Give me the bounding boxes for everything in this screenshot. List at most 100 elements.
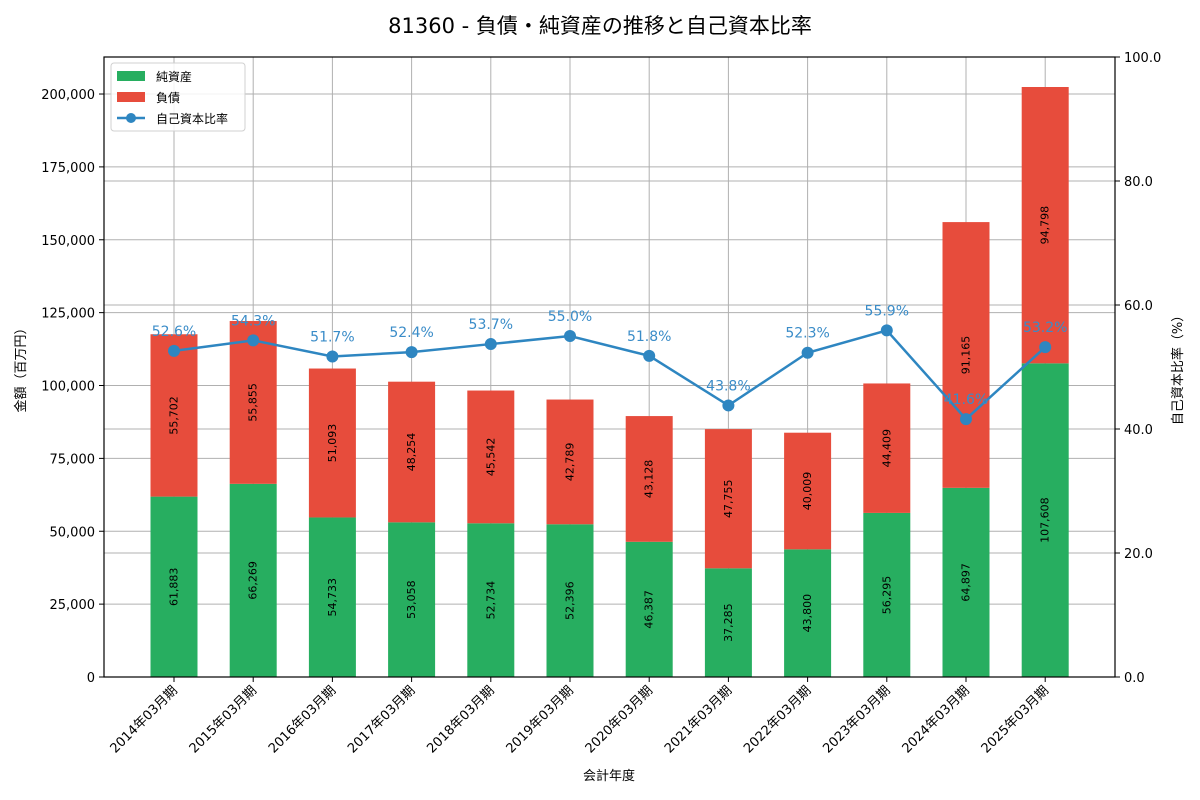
bar-series bbox=[150, 87, 1069, 677]
legend-label-liabilities: 負債 bbox=[156, 90, 180, 105]
ratio-label: 53.2% bbox=[1023, 320, 1067, 336]
legend-marker-ratio-icon bbox=[126, 113, 136, 123]
bar-net-assets bbox=[942, 487, 990, 677]
bar-liabilities bbox=[704, 429, 752, 569]
ratio-marker bbox=[643, 349, 656, 362]
ratio-marker bbox=[405, 346, 418, 359]
bar-net-assets bbox=[784, 549, 832, 677]
bar-liabilities bbox=[1021, 87, 1069, 364]
ratio-label: 55.9% bbox=[865, 303, 909, 319]
bar-value-labels: 61,883 55,702 66,269 55,855 54,733 51,093 53,0… bbox=[168, 206, 1052, 642]
bar-net-assets bbox=[863, 512, 911, 677]
bar-net-assets bbox=[546, 524, 594, 677]
y-tick-label: 0 bbox=[87, 671, 95, 686]
bar-liabilities bbox=[625, 416, 673, 542]
y-tick-label: 200,000 bbox=[41, 88, 95, 103]
ratio-marker bbox=[564, 330, 576, 342]
y-tick-label: 175,000 bbox=[41, 161, 95, 176]
bar-label-liabilities: 91,165 bbox=[960, 336, 973, 375]
bar-label-liabilities: 55,855 bbox=[247, 383, 260, 422]
bar-liabilities bbox=[546, 399, 594, 525]
x-tick-label: 2015年03月期 bbox=[187, 683, 260, 756]
bar-net-assets bbox=[704, 568, 752, 677]
chart-title: 81360 - 負債・純資産の推移と自己資本比率 bbox=[388, 14, 812, 38]
bar-liabilities bbox=[388, 381, 436, 523]
y2-axis-title: 自己資本比率（%） bbox=[1170, 309, 1186, 425]
bar-liabilities bbox=[863, 383, 911, 513]
bar-net-assets bbox=[308, 517, 356, 677]
legend: 純資産 負債 自己資本比率 bbox=[110, 62, 246, 132]
bar-label-liabilities: 40,009 bbox=[801, 472, 814, 511]
axes: 0 25,000 50,000 75,000 100,000 125,000 150,000… bbox=[41, 51, 1161, 757]
ratio-marker bbox=[801, 346, 814, 359]
y2-tick-label: 20.0 bbox=[1124, 547, 1153, 562]
ratio-label: 53.7% bbox=[469, 317, 513, 333]
legend-label-net-assets: 純資産 bbox=[156, 69, 192, 84]
bar-label-liabilities: 51,093 bbox=[326, 424, 339, 463]
bar-label-net-assets: 52,396 bbox=[564, 581, 577, 620]
y-tick-label: 75,000 bbox=[50, 452, 96, 467]
y2-tick-label: 100.0 bbox=[1124, 51, 1161, 66]
ratio-label: 51.7% bbox=[310, 329, 354, 345]
bar-label-liabilities: 47,755 bbox=[722, 479, 735, 517]
ratio-label: 52.6% bbox=[152, 324, 196, 340]
bar-liabilities bbox=[308, 368, 356, 518]
bar-label-liabilities: 45,542 bbox=[484, 438, 497, 477]
y-tick-label: 125,000 bbox=[41, 307, 95, 322]
y2-tick-label: 40.0 bbox=[1124, 423, 1153, 438]
bar-liabilities bbox=[467, 390, 515, 524]
bar-label-net-assets: 56,295 bbox=[880, 576, 893, 615]
x-tick-label: 2024年03月期 bbox=[900, 683, 973, 756]
y2-tick-label: 80.0 bbox=[1124, 175, 1153, 190]
legend-swatch-liabilities bbox=[117, 92, 145, 102]
x-tick-label: 2016年03月期 bbox=[266, 683, 339, 756]
y-tick-label: 25,000 bbox=[50, 598, 96, 613]
bar-net-assets bbox=[1021, 363, 1069, 677]
ratio-marker bbox=[247, 334, 260, 347]
bar-label-liabilities: 94,798 bbox=[1039, 206, 1052, 245]
y2-tick-label: 0.0 bbox=[1124, 671, 1145, 686]
bar-net-assets bbox=[467, 523, 515, 677]
bar-net-assets bbox=[625, 541, 673, 677]
bar-net-assets bbox=[388, 522, 436, 677]
ratio-label: 43.8% bbox=[706, 378, 750, 394]
ratio-marker bbox=[880, 324, 893, 337]
ratio-line-series: 52.6% 54.3% 51.7% 52.4% 53.7% 55.0% 51.8% 43.8%… bbox=[152, 303, 1067, 426]
ratio-marker bbox=[168, 344, 180, 357]
x-axis-title: 会計年度 bbox=[583, 768, 635, 784]
x-tick-label: 2020年03月期 bbox=[583, 683, 656, 756]
bar-liabilities bbox=[942, 222, 990, 488]
ratio-label: 54.3% bbox=[231, 313, 275, 329]
bar-label-net-assets: 43,800 bbox=[801, 594, 814, 633]
ratio-line bbox=[173, 329, 1047, 421]
x-tick-label: 2017年03月期 bbox=[345, 683, 418, 756]
x-tick-label: 2022年03月期 bbox=[741, 683, 814, 756]
plot-frame bbox=[103, 56, 1116, 678]
bar-label-liabilities: 43,128 bbox=[643, 460, 656, 499]
bar-label-liabilities: 48,254 bbox=[405, 433, 418, 472]
bar-net-assets bbox=[150, 496, 198, 677]
y2-tick-label: 60.0 bbox=[1124, 299, 1153, 314]
ratio-label: 52.4% bbox=[389, 325, 433, 341]
ratio-marker bbox=[960, 413, 972, 426]
bar-liabilities bbox=[150, 334, 198, 497]
y-axis-title: 金額（百万円） bbox=[13, 321, 29, 412]
x-tick-label: 2025年03月期 bbox=[979, 683, 1052, 756]
y-tick-label: 150,000 bbox=[41, 234, 95, 249]
x-tick-label: 2018年03月期 bbox=[424, 683, 497, 756]
ratio-marker bbox=[722, 399, 735, 412]
ratio-marker bbox=[484, 338, 497, 351]
y-tick-label: 50,000 bbox=[50, 525, 96, 540]
bar-label-liabilities: 42,789 bbox=[564, 443, 577, 482]
ratio-label: 52.3% bbox=[785, 326, 829, 342]
bar-label-net-assets: 37,285 bbox=[722, 603, 735, 642]
bar-label-net-assets: 53,058 bbox=[405, 580, 418, 619]
ratio-label: 51.8% bbox=[627, 329, 671, 345]
x-tick-label: 2023年03月期 bbox=[820, 683, 893, 756]
legend-swatch-net-assets bbox=[117, 71, 145, 81]
bar-label-net-assets: 52,734 bbox=[484, 581, 497, 620]
bar-label-net-assets: 66,269 bbox=[247, 561, 260, 600]
ratio-marker bbox=[326, 350, 339, 363]
ratio-label: 41.6% bbox=[944, 392, 988, 408]
